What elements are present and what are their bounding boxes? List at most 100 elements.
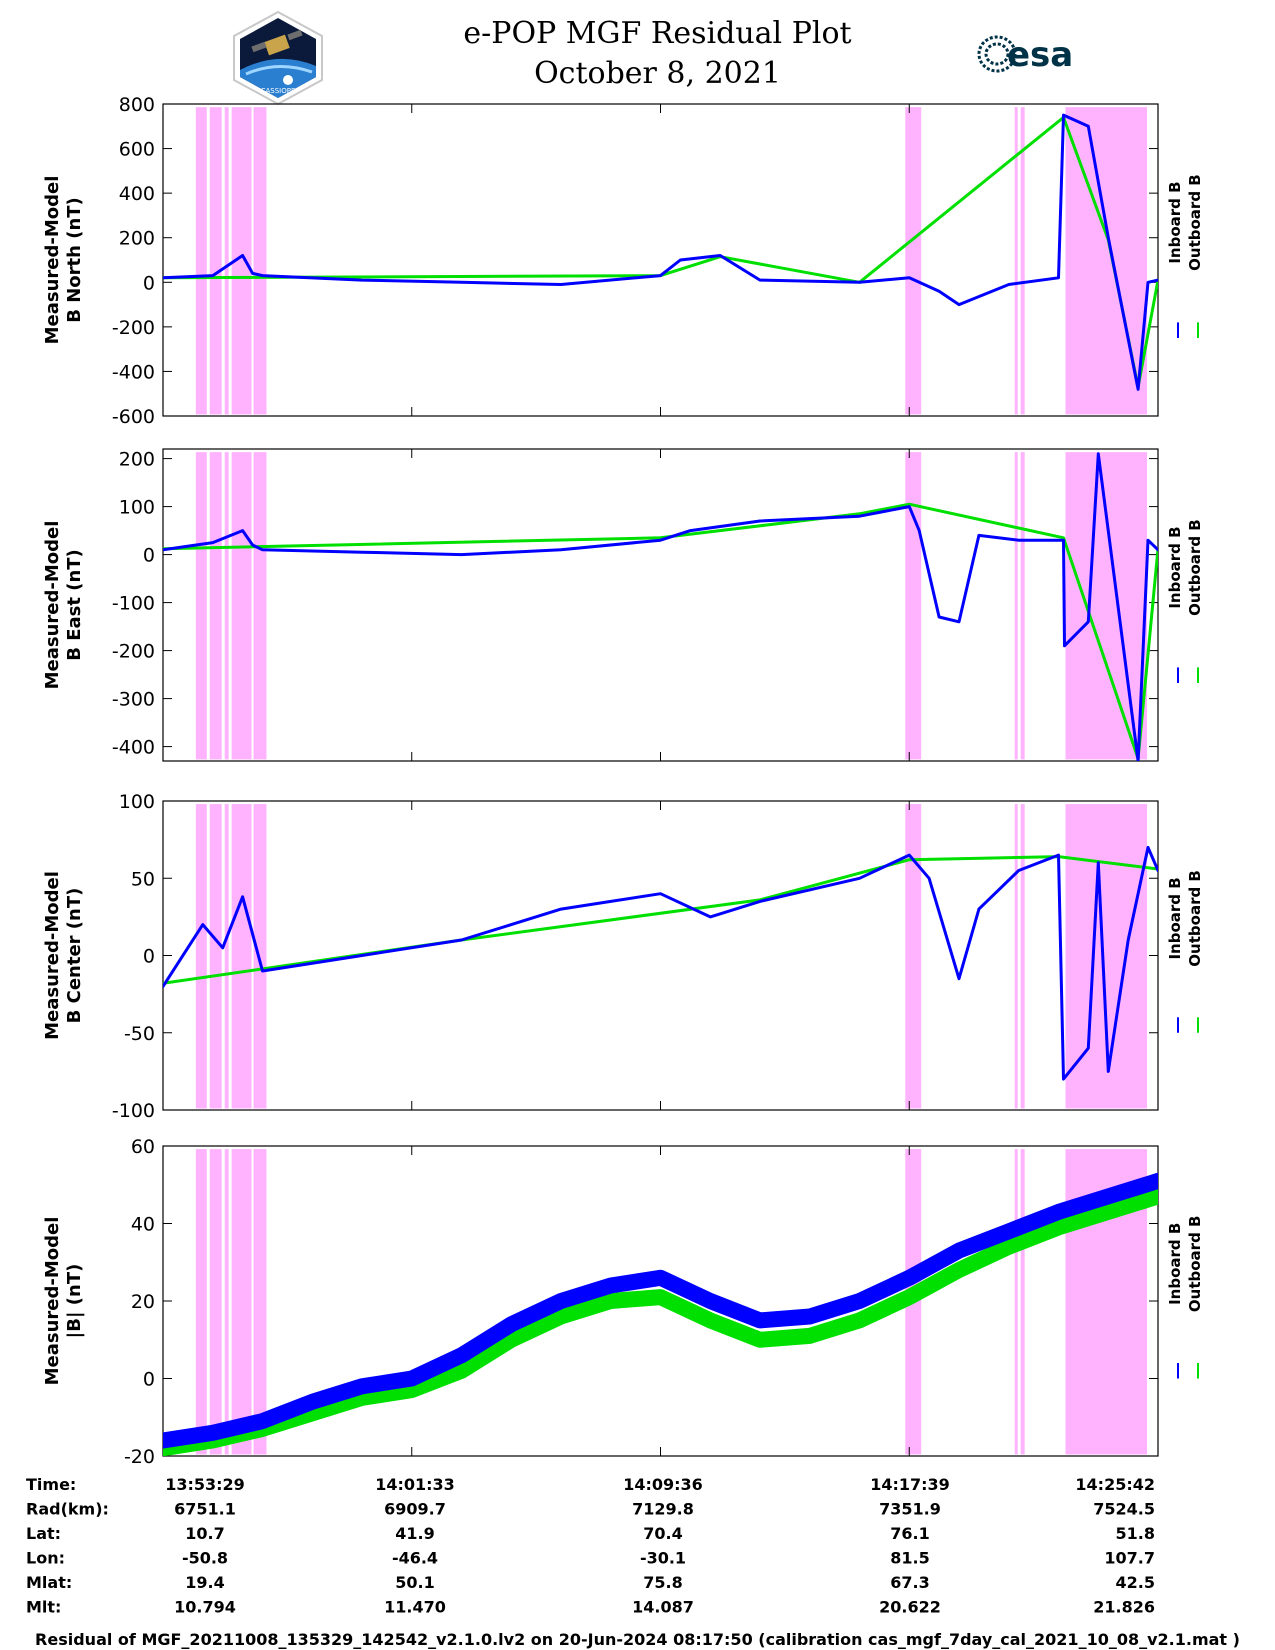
shaded-interval — [209, 107, 222, 415]
shaded-interval — [231, 1149, 252, 1455]
y-tick-label: -200 — [112, 317, 155, 339]
title-block: e-POP MGF Residual Plot October 8, 2021 — [0, 14, 1275, 94]
shaded-interval — [195, 804, 207, 1109]
y-tick-label: 400 — [119, 183, 155, 205]
orbit-value: 7351.9 — [879, 1500, 941, 1519]
orbit-value: 107.7 — [1104, 1549, 1155, 1568]
orbit-row-label: Time: — [26, 1475, 76, 1494]
y-tick-label: -100 — [112, 1100, 155, 1122]
chart-subtitle: October 8, 2021 — [534, 56, 781, 91]
plot-frame — [162, 448, 1159, 762]
y-tick-label: 100 — [119, 497, 155, 519]
shaded-interval — [224, 107, 229, 415]
legend-label: Outboard B — [1186, 174, 1204, 271]
shaded-interval — [1020, 804, 1025, 1109]
shaded-interval — [1014, 107, 1018, 415]
shaded-interval — [1020, 107, 1025, 415]
orbit-value: -30.1 — [640, 1549, 686, 1568]
shaded-interval — [224, 804, 229, 1109]
orbit-value: 14.087 — [632, 1598, 694, 1617]
shaded-interval — [195, 1149, 207, 1455]
shaded-interval — [253, 452, 267, 760]
series-line-inboard-b — [163, 1172, 1158, 1449]
orbit-value: 19.4 — [185, 1573, 224, 1592]
y-axis-title: |B| (nT) — [64, 1264, 85, 1339]
shaded-interval — [905, 452, 922, 760]
y-tick-label: -400 — [112, 737, 155, 759]
plot-frame — [162, 800, 1159, 1111]
orbit-value: 10.7 — [185, 1524, 224, 1543]
shaded-interval — [1065, 452, 1148, 760]
shaded-interval — [253, 107, 267, 415]
y-axis-title: B Center (nT) — [64, 888, 85, 1024]
y-tick-label: 200 — [119, 449, 155, 471]
orbit-row-label: Lon: — [26, 1549, 65, 1568]
orbit-value: 42.5 — [1116, 1573, 1155, 1592]
y-tick-label: 0 — [143, 1369, 155, 1391]
orbit-value: -46.4 — [392, 1549, 438, 1568]
orbit-value: 14:17:39 — [870, 1475, 950, 1494]
orbit-value: 81.5 — [890, 1549, 929, 1568]
shaded-interval — [224, 452, 229, 760]
legend-label: Inboard B — [1166, 526, 1184, 608]
shaded-interval — [231, 107, 252, 415]
shaded-interval — [209, 1149, 222, 1455]
series-line-outboard-b — [163, 1188, 1158, 1456]
orbit-row-label: Lat: — [26, 1524, 61, 1543]
shaded-interval — [209, 804, 222, 1109]
orbit-row-label: Mlt: — [26, 1598, 61, 1617]
orbit-value: 6751.1 — [174, 1500, 236, 1519]
orbit-value: 14:25:42 — [1075, 1475, 1155, 1494]
orbit-row-label: Mlat: — [26, 1573, 72, 1592]
shaded-interval — [195, 452, 207, 760]
y-tick-label: -200 — [112, 641, 155, 663]
series-line-outboard-b — [163, 115, 1158, 389]
shaded-interval — [1020, 1149, 1025, 1455]
series-line-inboard-b — [163, 845, 1158, 1081]
shaded-interval — [253, 1149, 267, 1455]
y-tick-label: 50 — [131, 868, 155, 890]
shaded-interval — [195, 107, 207, 415]
shaded-interval — [231, 452, 252, 760]
y-tick-label: -600 — [112, 406, 155, 428]
y-tick-label: -20 — [124, 1446, 155, 1468]
orbit-value: 7129.8 — [632, 1500, 694, 1519]
series-line-inboard-b — [163, 452, 1158, 761]
cassiope-logo-text: CASSIOPE — [261, 87, 296, 95]
orbit-value: 21.826 — [1093, 1598, 1155, 1617]
orbit-value: 70.4 — [643, 1524, 682, 1543]
legend-label: Inboard B — [1166, 181, 1184, 263]
y-tick-label: 200 — [119, 228, 155, 250]
y-tick-label: 800 — [119, 94, 155, 116]
shaded-interval — [224, 1149, 229, 1455]
series-line-outboard-b — [163, 502, 1158, 761]
orbit-value: 6909.7 — [384, 1500, 446, 1519]
orbit-value: 11.470 — [384, 1598, 446, 1617]
orbit-value: 50.1 — [395, 1573, 434, 1592]
orbit-value: 51.8 — [1116, 1524, 1155, 1543]
orbit-row-label: Rad(km): — [26, 1500, 109, 1519]
y-axis-title: Measured-Model — [42, 1217, 63, 1386]
legend-label: Inboard B — [1166, 1223, 1184, 1305]
y-tick-label: -300 — [112, 689, 155, 711]
y-tick-label: 40 — [131, 1214, 155, 1236]
orbit-value: 20.622 — [879, 1598, 941, 1617]
shaded-interval — [1014, 804, 1018, 1109]
y-tick-label: -400 — [112, 361, 155, 383]
y-axis-title: B North (nT) — [64, 197, 85, 323]
orbit-value: 14:09:36 — [623, 1475, 703, 1494]
orbit-value: 13:53:29 — [165, 1475, 245, 1494]
y-tick-label: -100 — [112, 593, 155, 615]
shaded-interval — [905, 107, 922, 415]
legend-label: Outboard B — [1186, 519, 1204, 616]
orbit-value: 7524.5 — [1093, 1500, 1155, 1519]
y-tick-label: -50 — [124, 1023, 155, 1045]
legend-label: Outboard B — [1186, 1216, 1204, 1313]
panel-4: 60 40 20 0 -20 Measured-Model |B| (nT) Inboard … — [42, 1136, 1204, 1468]
orbit-value: 76.1 — [890, 1524, 929, 1543]
orbit-value: 67.3 — [890, 1573, 929, 1592]
panel-1: 800 600 400 200 0 -200 -400 -600 Measured-Model B… — [42, 94, 1204, 428]
orbit-value: 75.8 — [643, 1573, 682, 1592]
panel-3: 100 50 0 -50 -100 Measured-Model B Center (nT)… — [42, 791, 1204, 1122]
